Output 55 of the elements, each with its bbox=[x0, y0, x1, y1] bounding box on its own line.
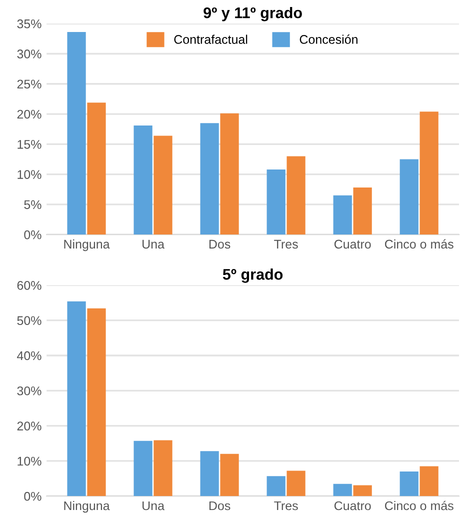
y-tick-label: 20% bbox=[17, 422, 42, 430]
y-tick-label: 15% bbox=[18, 140, 42, 149]
bar bbox=[353, 485, 372, 496]
bar bbox=[87, 102, 106, 235]
y-tick-label: 30% bbox=[17, 386, 42, 396]
x-tick-label: Ninguna bbox=[64, 239, 110, 252]
bar bbox=[266, 476, 286, 496]
x-tick-label: Tres bbox=[274, 240, 298, 249]
y-tick-label: 35% bbox=[17, 19, 42, 28]
x-tick-label: Una bbox=[142, 240, 164, 249]
bar bbox=[266, 169, 286, 235]
y-tick-label: 50% bbox=[17, 316, 42, 325]
bar bbox=[286, 156, 306, 235]
bar bbox=[154, 136, 172, 235]
y-tick-label: 30% bbox=[17, 50, 42, 58]
bar bbox=[353, 188, 372, 235]
bar bbox=[333, 195, 352, 235]
bar bbox=[134, 440, 152, 496]
chart-title: 9º y 11º grado bbox=[204, 7, 302, 22]
x-tick-label: Cuatro bbox=[334, 240, 371, 249]
x-tick-label: Cuatro bbox=[334, 501, 371, 510]
y-tick-label: 0% bbox=[24, 492, 42, 501]
bar bbox=[67, 32, 86, 235]
bar bbox=[134, 125, 152, 235]
y-tick-label: 10% bbox=[18, 456, 42, 466]
y-tick-label: 60% bbox=[17, 280, 42, 290]
bar bbox=[200, 123, 219, 235]
legend-label: Concesión bbox=[300, 34, 358, 44]
chart-title: 5º grado bbox=[222, 268, 283, 283]
x-tick-label: Una bbox=[142, 501, 164, 510]
bar bbox=[200, 451, 219, 496]
bar bbox=[400, 472, 418, 496]
y-tick-label: 20% bbox=[17, 110, 42, 119]
bar bbox=[420, 466, 438, 496]
y-tick-label: 0% bbox=[24, 230, 42, 240]
bar bbox=[87, 308, 106, 496]
bar bbox=[333, 484, 352, 496]
bar bbox=[154, 440, 172, 496]
x-tick-label: Ninguna bbox=[64, 500, 110, 513]
legend-label: Contrafactual bbox=[174, 34, 248, 44]
bar bbox=[220, 454, 239, 496]
bar bbox=[67, 301, 86, 496]
y-tick-label: 10% bbox=[18, 170, 42, 179]
y-tick-label: 40% bbox=[17, 351, 42, 360]
y-tick-label: 5% bbox=[24, 200, 42, 210]
x-tick-label: Tres bbox=[274, 501, 298, 510]
bar bbox=[420, 112, 438, 235]
bar bbox=[220, 113, 239, 235]
x-tick-label: Cinco o más bbox=[385, 239, 454, 249]
x-tick-label: Dos bbox=[209, 501, 230, 510]
bar bbox=[400, 159, 418, 235]
bar bbox=[286, 470, 306, 496]
x-tick-label: Cinco o más bbox=[385, 500, 454, 510]
y-tick-label: 25% bbox=[17, 80, 42, 89]
x-tick-label: Dos bbox=[209, 240, 230, 249]
